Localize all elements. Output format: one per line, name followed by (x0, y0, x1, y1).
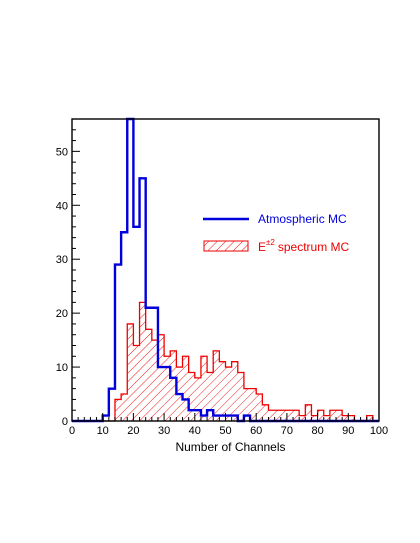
spectrum-bin (231, 361, 238, 421)
spectrum-bin (342, 415, 349, 421)
spectrum-bin (317, 410, 324, 421)
spectrum-bin (311, 415, 318, 421)
spectrum-bin (133, 345, 140, 421)
spectrum-bin (243, 388, 251, 421)
spectrum-bin (200, 356, 208, 421)
spectrum-bin (274, 410, 281, 421)
x-tick-label: 0 (69, 425, 75, 437)
legend-label-spectrum: E±2 spectrum MC (258, 238, 350, 254)
y-tick-label: 50 (56, 146, 68, 158)
spectrum-bin (219, 361, 226, 421)
spectrum-mc-series (72, 301, 379, 422)
spectrum-bin (256, 394, 263, 421)
spectrum-bin (157, 334, 165, 421)
spectrum-bin (305, 404, 312, 421)
x-axis-title: Number of Channels (175, 440, 285, 454)
spectrum-bin (188, 372, 195, 421)
x-tick-label: 60 (250, 425, 262, 437)
spectrum-bin (250, 388, 257, 421)
spectrum-bin (207, 372, 214, 421)
spectrum-bin (213, 350, 220, 421)
spectrum-bin (164, 356, 171, 421)
legend-label-superscript: ±2 (266, 238, 275, 247)
x-axis: 0 10 20 30 40 50 60 70 80 90 100 (69, 413, 388, 437)
spectrum-bin (139, 302, 146, 421)
spectrum-bin (286, 410, 294, 421)
legend-swatch-spectrum (203, 240, 249, 252)
x-tick-label: 70 (281, 425, 293, 437)
spectrum-bin (262, 404, 269, 421)
x-tick-label: 10 (97, 425, 109, 437)
spectrum-bin (237, 372, 244, 421)
spectrum-bin (323, 415, 330, 421)
x-tick-label: 40 (189, 425, 201, 437)
legend-label-suffix: spectrum MC (278, 240, 350, 254)
spectrum-bin (366, 415, 373, 421)
spectrum-bin (280, 410, 287, 421)
legend-label-atmospheric: Atmospheric MC (258, 212, 347, 226)
spectrum-bin (121, 394, 128, 421)
y-axis: 0 10 20 30 40 50 (56, 118, 80, 428)
x-tick-label: 50 (219, 425, 231, 437)
y-tick-label: 0 (62, 416, 68, 428)
legend: Atmospheric MC E±2 spectrum MC (203, 212, 350, 254)
spectrum-bin (348, 415, 355, 421)
spectrum-bin (145, 329, 152, 421)
spectrum-bin (194, 377, 201, 421)
spectrum-bin (127, 323, 134, 421)
y-tick-label: 30 (56, 254, 68, 266)
spectrum-bin (225, 367, 232, 421)
spectrum-bin (293, 410, 300, 421)
spectrum-bin (336, 410, 343, 421)
y-tick-label: 20 (56, 308, 68, 320)
x-tick-label: 100 (370, 425, 388, 437)
spectrum-bin (114, 399, 122, 421)
x-tick-label: 90 (342, 425, 354, 437)
spectrum-outline (72, 301, 379, 422)
y-tick-label: 10 (56, 362, 68, 374)
spectrum-bin (329, 410, 337, 421)
spectrum-bin (151, 340, 158, 421)
x-tick-label: 30 (158, 425, 170, 437)
spectrum-bin (268, 410, 275, 421)
y-tick-label: 40 (56, 200, 68, 212)
spectrum-bin (170, 350, 177, 421)
x-tick-label: 20 (127, 425, 139, 437)
x-tick-label: 80 (311, 425, 323, 437)
spectrum-bin (182, 356, 189, 421)
legend-label-prefix: E (258, 240, 266, 254)
spectrum-bin (299, 415, 306, 421)
